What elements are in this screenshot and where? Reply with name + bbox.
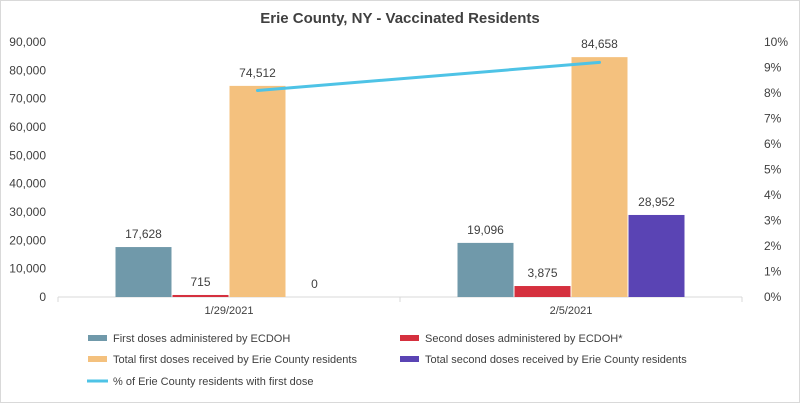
legend: First doses administered by ECDOH Second … xyxy=(87,333,687,388)
y-tick-label: 70,000 xyxy=(9,92,46,106)
y-tick-label: 60,000 xyxy=(9,120,46,134)
data-labels: 17,628 715 74,512 0 19,096 3,875 84,658 28,952 xyxy=(125,37,675,291)
bar-total-first-doses-1 xyxy=(571,57,628,297)
data-label-total-first-doses-0: 74,512 xyxy=(239,66,276,80)
y2-tick-label: 6% xyxy=(764,137,782,151)
bar-first-doses-ecdoh-0 xyxy=(115,247,172,297)
y-tick-label: 30,000 xyxy=(9,205,46,219)
y2-tick-label: 0% xyxy=(764,290,782,304)
data-label-second-doses-ecdoh-0: 715 xyxy=(190,275,210,289)
y2-tick-label: 4% xyxy=(764,188,782,202)
legend-swatch-1 xyxy=(400,335,419,341)
legend-label-1: Second doses administered by ECDOH* xyxy=(425,333,623,345)
y2-tick-label: 1% xyxy=(764,265,782,279)
y2-tick-label: 2% xyxy=(764,239,782,253)
y-tick-label: 10,000 xyxy=(9,262,46,276)
data-label-first-doses-ecdoh-1: 19,096 xyxy=(467,223,504,237)
data-label-total-first-doses-1: 84,658 xyxy=(581,37,618,51)
y-tick-label: 0 xyxy=(39,290,46,304)
bars xyxy=(115,57,685,298)
data-label-total-second-doses-1: 28,952 xyxy=(638,195,675,209)
y-tick-label: 80,000 xyxy=(9,63,46,77)
y2-tick-label: 10% xyxy=(764,35,788,49)
bar-first-doses-ecdoh-1 xyxy=(457,242,514,297)
legend-label-3: Total second doses received by Erie Coun… xyxy=(425,354,687,366)
data-label-first-doses-ecdoh-0: 17,628 xyxy=(125,227,162,241)
y2-tick-label: 8% xyxy=(764,86,782,100)
y2-tick-label: 5% xyxy=(764,163,782,177)
x-category-label: 2/5/2021 xyxy=(550,305,593,317)
legend-swatch-2 xyxy=(88,356,107,362)
axes: 0 10,000 20,000 30,000 40,000 50,000 60,000 70,… xyxy=(9,35,788,317)
bar-total-second-doses-1 xyxy=(628,214,685,297)
line-pct-first-dose xyxy=(256,60,601,92)
y-tick-label: 50,000 xyxy=(9,148,46,162)
chart-title: Erie County, NY - Vaccinated Residents xyxy=(260,10,540,27)
bar-second-doses-ecdoh-1 xyxy=(514,286,571,297)
bar-total-first-doses-0 xyxy=(229,85,286,298)
legend-label-4: % of Erie County residents with first do… xyxy=(113,376,314,388)
y2-tick-label: 9% xyxy=(764,61,782,75)
line-series xyxy=(256,60,601,92)
data-label-second-doses-ecdoh-1: 3,875 xyxy=(527,266,557,280)
data-label-total-second-doses-0: 0 xyxy=(311,277,318,291)
legend-label-0: First doses administered by ECDOH xyxy=(113,333,290,345)
y-tick-label: 90,000 xyxy=(9,35,46,49)
y-tick-label: 20,000 xyxy=(9,233,46,247)
y2-tick-label: 3% xyxy=(764,214,782,228)
legend-label-2: Total first doses received by Erie Count… xyxy=(113,354,357,366)
bar-second-doses-ecdoh-0 xyxy=(172,294,229,297)
legend-swatch-0 xyxy=(88,335,107,341)
y2-tick-label: 7% xyxy=(764,112,782,126)
y-tick-label: 40,000 xyxy=(9,177,46,191)
x-category-label: 1/29/2021 xyxy=(205,305,254,317)
legend-swatch-3 xyxy=(400,356,419,362)
